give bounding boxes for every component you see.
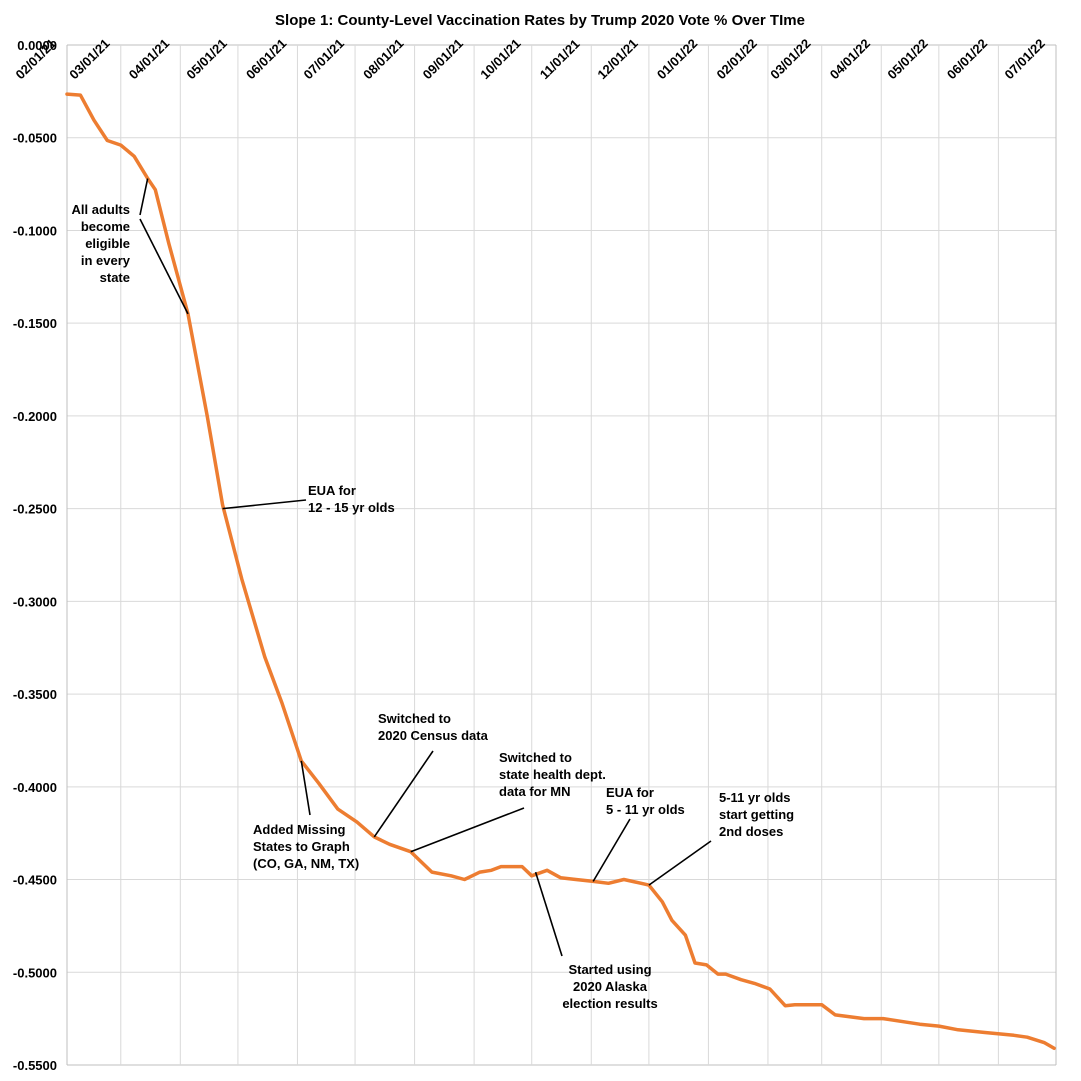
annotation-leader-line [592,818,631,882]
annotation-text: 2020 Alaska [573,979,648,994]
annotation-text: state [100,270,130,285]
annotation-text: (CO, GA, NM, TX) [253,856,359,871]
y-tick-label: -0.2500 [13,502,57,517]
annotation: EUA for 12 - 15 yr olds [222,483,395,515]
y-tick-label: -0.2000 [13,409,57,424]
annotation: Added Missing States to Graph (CO, GA, NM,… [253,760,359,871]
annotation: Started using 2020 Alaska election results [534,871,658,1011]
annotation-text: Switched to [378,711,451,726]
y-axis-ticks: 0.0000 -0.0500 -0.1000 -0.1500 -0.2000 -0.250… [13,38,57,1073]
annotation-leader-line [139,218,189,315]
annotations: All adults become eligible in every state EUA… [71,178,794,1011]
annotation-text: EUA for [308,483,356,498]
annotation-text: in every [81,253,131,268]
y-tick-label: -0.3500 [13,687,57,702]
annotation-text: election results [562,996,657,1011]
annotation-text: eligible [85,236,130,251]
y-tick-label: 0.0000 [17,38,57,53]
annotation-leader-line [300,760,311,816]
annotation: Switched to 2020 Census data [373,711,489,838]
annotation-text: become [81,219,130,234]
y-tick-label: -0.5500 [13,1058,57,1073]
series-line [65,92,1056,1051]
annotation-text: Started using [568,962,651,977]
annotation-text: EUA for [606,785,654,800]
annotation-text: Added Missing [253,822,346,837]
annotation: All adults become eligible in every state [71,178,189,315]
annotation: Switched to state health dept. data for MN [410,750,606,853]
annotation-text: 2nd doses [719,824,783,839]
annotation-text: 12 - 15 yr olds [308,500,395,515]
y-tick-label: -0.1500 [13,316,57,331]
series-layer [65,92,1056,1051]
y-tick-label: -0.1000 [13,223,57,238]
annotation-leader-line [534,871,563,957]
y-tick-label: -0.4500 [13,873,57,888]
gridlines [66,44,1057,1066]
y-tick-label: -0.4000 [13,780,57,795]
annotation-leader-line [648,840,712,886]
y-tick-label: -0.0500 [13,131,57,146]
annotation: EUA for 5 - 11 yr olds [592,785,685,882]
annotation-text: data for MN [499,784,571,799]
annotation-leader-line [410,807,525,853]
annotation-text: States to Graph [253,839,350,854]
y-tick-label: -0.3000 [13,594,57,609]
chart-title: Slope 1: County-Level Vaccination Rates … [275,12,805,29]
annotation-text: 2020 Census data [378,728,489,743]
annotation-leader-line [139,178,149,216]
annotation-text: start getting [719,807,794,822]
y-tick-label: -0.5000 [13,965,57,980]
annotation: 5-11 yr olds start getting 2nd doses [648,790,794,886]
annotation-text: Switched to [499,750,572,765]
annotation-text: state health dept. [499,767,606,782]
annotation-text: 5-11 yr olds [719,790,791,805]
annotation-leader-line [222,499,307,510]
annotation-leader-line [373,750,434,838]
annotation-text: 5 - 11 yr olds [606,802,685,817]
annotation-text: All adults [71,202,130,217]
